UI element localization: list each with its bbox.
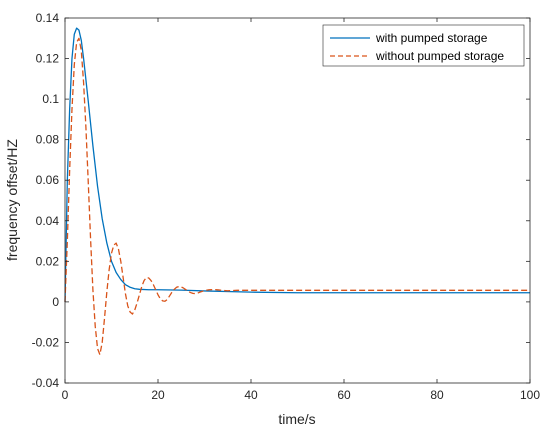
- series-line-with-pumped-storage: [64, 27, 530, 302]
- y-tick-label: -0.02: [32, 335, 60, 349]
- y-axis-label: frequency offset/HZ: [4, 139, 20, 261]
- x-tick-label: 80: [430, 388, 444, 402]
- x-tick-label: 40: [244, 388, 258, 402]
- x-axis-label: time/s: [278, 411, 315, 427]
- y-tick-label: 0.02: [36, 254, 60, 268]
- y-tick-label: 0.14: [36, 11, 60, 25]
- y-tick-label: 0.04: [36, 214, 60, 228]
- x-tick-label: 100: [520, 388, 540, 402]
- legend-entry-with-pumped-storage: with pumped storage: [375, 31, 488, 45]
- x-tick-label: 60: [337, 388, 351, 402]
- y-tick-label: 0.08: [36, 133, 60, 147]
- plot-frame: [64, 17, 531, 384]
- legend-entry-without-pumped-storage: without pumped storage: [375, 49, 504, 63]
- series-layer: [64, 27, 530, 356]
- series-line-without-pumped-storage: [64, 37, 530, 356]
- x-tick-label: 20: [151, 388, 165, 402]
- x-tick-label: 0: [62, 388, 69, 402]
- legend: with pumped storage without pumped stora…: [322, 24, 525, 67]
- y-tick-label: 0.06: [36, 173, 60, 187]
- legend-box: [322, 24, 525, 67]
- y-tick-label: 0: [52, 295, 59, 309]
- y-tick-label: -0.04: [32, 376, 60, 390]
- tick-layer: 0 20 40 60 80 100 -0.04 -0.02 0 0.02 0.04 0.06 0.08 0…: [32, 11, 541, 402]
- y-tick-label: 0.1: [42, 92, 59, 106]
- y-tick-label: 0.12: [36, 52, 60, 66]
- plot-area: [65, 18, 530, 383]
